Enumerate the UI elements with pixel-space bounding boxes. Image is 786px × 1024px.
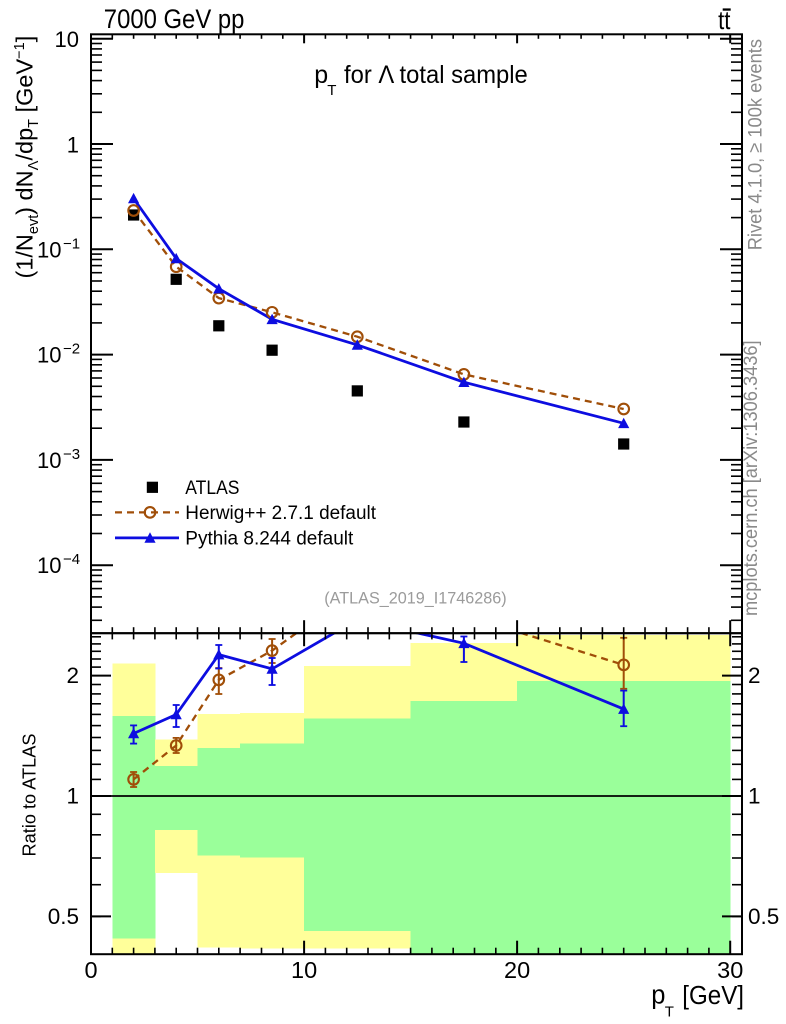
svg-text:2: 2 bbox=[66, 663, 79, 688]
svg-text:Rivet 4.1.0, ≥ 100k events: Rivet 4.1.0, ≥ 100k events bbox=[745, 39, 767, 251]
svg-text:p: p bbox=[651, 981, 665, 1009]
svg-text:10: 10 bbox=[37, 343, 61, 368]
svg-text:−3: −3 bbox=[63, 446, 80, 463]
svg-text:ATLAS: ATLAS bbox=[185, 478, 239, 499]
svg-text:Ratio to ATLAS: Ratio to ATLAS bbox=[19, 734, 40, 857]
svg-text:2: 2 bbox=[748, 663, 761, 688]
svg-text:T: T bbox=[327, 82, 336, 99]
svg-text:10: 10 bbox=[37, 237, 61, 262]
svg-text:(1/Nevt) dNΛ/dpT [GeV−1]: (1/Nevt) dNΛ/dpT [GeV−1] bbox=[12, 36, 43, 279]
svg-text:7000 GeV pp: 7000 GeV pp bbox=[104, 4, 245, 34]
svg-text:1: 1 bbox=[67, 132, 79, 157]
svg-text:(ATLAS_2019_I1746286): (ATLAS_2019_I1746286) bbox=[324, 589, 506, 607]
svg-text:10: 10 bbox=[37, 448, 61, 473]
svg-text:tt: tt bbox=[718, 5, 731, 35]
svg-text:20: 20 bbox=[504, 957, 530, 983]
svg-text:for Λ total sample: for Λ total sample bbox=[344, 61, 528, 89]
svg-text:−2: −2 bbox=[63, 341, 80, 358]
svg-text:0.5: 0.5 bbox=[748, 904, 779, 929]
svg-text:p: p bbox=[314, 61, 328, 89]
svg-text:[GeV]: [GeV] bbox=[682, 982, 744, 1010]
svg-text:−4: −4 bbox=[63, 551, 80, 568]
svg-text:10: 10 bbox=[291, 957, 317, 983]
svg-text:10: 10 bbox=[37, 553, 61, 578]
svg-text:10: 10 bbox=[55, 27, 79, 52]
svg-text:T: T bbox=[665, 1003, 674, 1020]
svg-text:mcplots.cern.ch [arXiv:1306.34: mcplots.cern.ch [arXiv:1306.3436] bbox=[740, 340, 762, 616]
svg-text:1: 1 bbox=[748, 784, 761, 809]
svg-text:0: 0 bbox=[84, 957, 97, 983]
svg-text:−1: −1 bbox=[63, 235, 80, 252]
svg-text:1: 1 bbox=[66, 784, 79, 809]
svg-text:0.5: 0.5 bbox=[48, 904, 79, 929]
svg-text:Herwig++ 2.7.1 default: Herwig++ 2.7.1 default bbox=[185, 503, 376, 524]
svg-text:Pythia 8.244 default: Pythia 8.244 default bbox=[185, 529, 354, 550]
svg-text:30: 30 bbox=[717, 957, 743, 983]
